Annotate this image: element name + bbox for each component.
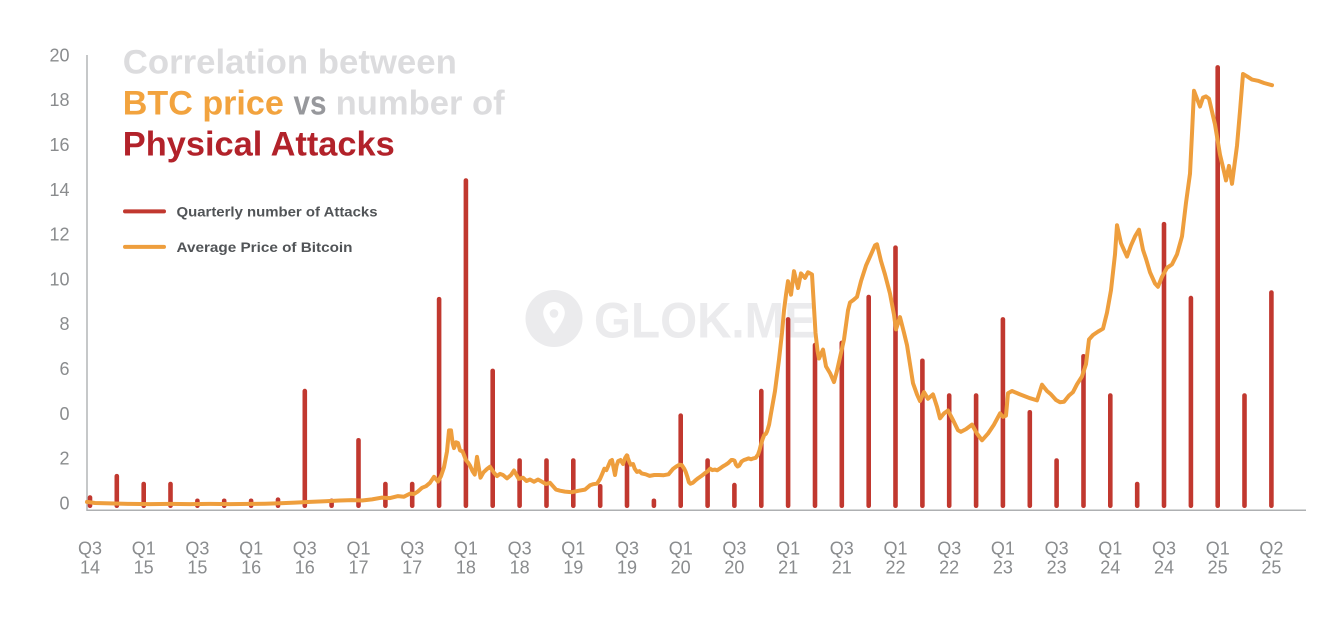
svg-text:18: 18 [49,90,69,110]
svg-text:number of: number of [336,85,506,123]
svg-text:16: 16 [49,135,69,155]
svg-text:Average Price of Bitcoin: Average Price of Bitcoin [177,239,353,255]
svg-text:Physical Attacks: Physical Attacks [123,125,395,163]
svg-text:vs: vs [294,85,327,123]
svg-text:6: 6 [59,359,69,379]
svg-text:2: 2 [59,449,69,469]
svg-text:GLOK.ME: GLOK.ME [594,293,816,349]
svg-text:8: 8 [59,314,69,334]
svg-text:10: 10 [49,269,69,289]
svg-text:12: 12 [49,225,69,245]
svg-text:0: 0 [59,404,69,424]
svg-text:BTC price: BTC price [123,85,284,123]
svg-text:Correlation between: Correlation between [123,44,457,82]
svg-text:Quarterly number of Attacks: Quarterly number of Attacks [177,203,378,219]
svg-text:0: 0 [59,493,69,513]
svg-text:20: 20 [49,45,69,65]
svg-text:14: 14 [49,180,69,200]
